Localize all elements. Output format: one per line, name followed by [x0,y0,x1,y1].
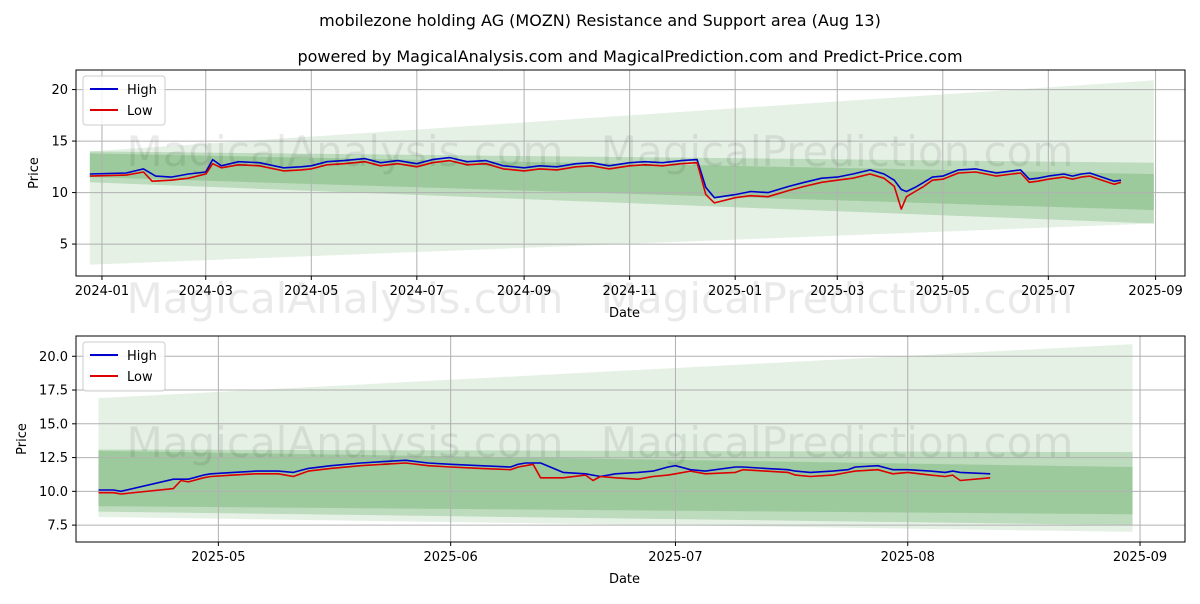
top-x-tick-label: 2025-03 [810,284,864,299]
top-y-tick-label: 5 [60,238,68,253]
watermark-right: MagicalPrediction.com [601,127,1074,176]
top-chart-axes: 2024-01 2024-03 2024-05 2024-07 2024-09 2024-… [27,69,1186,321]
top-x-tick-label: 2024-11 [602,284,656,299]
watermark-right-2: MagicalPrediction.com [601,274,1074,323]
bottom-legend-high-label: High [127,349,157,364]
bottom-series-high-line [98,459,991,493]
bottom-y-tick-label: 17.5 [39,384,68,399]
top-series-high-line [89,156,1122,199]
bottom-chart-panel: MagicalAnalysis.com MagicalPrediction.co… [15,335,1186,587]
bottom-series-low-line [98,462,991,495]
top-x-tick-label: 2024-05 [284,284,338,299]
top-chart-panel: MagicalAnalysis.com MagicalPrediction.co… [27,69,1186,323]
top-chart-watermarks: MagicalAnalysis.com MagicalPrediction.co… [127,127,1074,323]
top-x-tick-label: 2024-03 [179,284,233,299]
chart-title: mobilezone holding AG (MOZN) Resistance … [319,11,881,30]
bottom-y-tick-label: 12.5 [39,451,68,466]
bottom-legend-low-label: Low [127,370,153,385]
bottom-x-tick-label: 2025-05 [191,550,245,565]
top-x-tick-label: 2025-01 [708,284,762,299]
top-x-tick-label: 2024-09 [497,284,551,299]
top-chart-legend: High Low [82,75,166,126]
top-x-tick-label: 2025-05 [916,284,970,299]
top-band-2 [89,153,1154,211]
bottom-x-axis-label: Date [609,572,640,587]
watermark-left-3: MagicalAnalysis.com [127,418,564,467]
bottom-chart-watermarks: MagicalAnalysis.com MagicalPrediction.co… [127,418,1074,467]
watermark-right-3: MagicalPrediction.com [601,418,1074,467]
bottom-band-0 [98,344,1133,532]
top-legend-high-label: High [127,83,157,98]
top-x-tick-label: 2025-07 [1021,284,1075,299]
top-chart-lines [89,156,1122,210]
top-x-axis-label: Date [609,306,640,321]
bottom-y-tick-label: 10.0 [39,485,68,500]
top-band-1 [89,151,1154,224]
bottom-plot-frame [75,335,1186,543]
bottom-y-tick-label: 7.5 [47,519,68,534]
top-x-tick-label: 2025-09 [1128,284,1182,299]
bottom-chart-legend: High Low [82,341,166,392]
bottom-chart-axes: 2025-05 2025-06 2025-07 2025-08 2025-09 7.5 10… [15,335,1186,587]
watermark-left-2: MagicalAnalysis.com [127,274,564,323]
top-chart-bands [89,80,1154,265]
top-legend-low-label: Low [127,104,153,119]
top-y-tick-label: 10 [51,186,68,201]
bottom-x-tick-label: 2025-09 [1113,550,1167,565]
watermark-left: MagicalAnalysis.com [127,127,564,176]
top-y-tick-label: 20 [51,83,68,98]
bottom-chart-lines [98,459,991,495]
bottom-x-tick-label: 2025-06 [423,550,477,565]
bottom-y-tick-label: 20.0 [39,350,68,365]
bottom-y-axis-label: Price [15,423,30,455]
chart-subtitle: powered by MagicalAnalysis.com and Magic… [297,47,962,66]
bottom-chart-grid [76,336,1185,542]
top-y-tick-label: 15 [51,135,68,150]
top-plot-frame [75,69,1186,277]
bottom-y-tick-label: 15.0 [39,417,68,432]
top-band-0 [89,80,1154,265]
bottom-chart-bands [98,344,1133,532]
bottom-x-tick-label: 2025-08 [881,550,935,565]
top-x-tick-label: 2024-01 [75,284,129,299]
top-y-axis-label: Price [27,157,42,189]
top-series-low-line [89,159,1122,210]
top-x-tick-label: 2024-07 [390,284,444,299]
bottom-band-1 [98,449,1133,526]
bottom-x-tick-label: 2025-07 [648,550,702,565]
